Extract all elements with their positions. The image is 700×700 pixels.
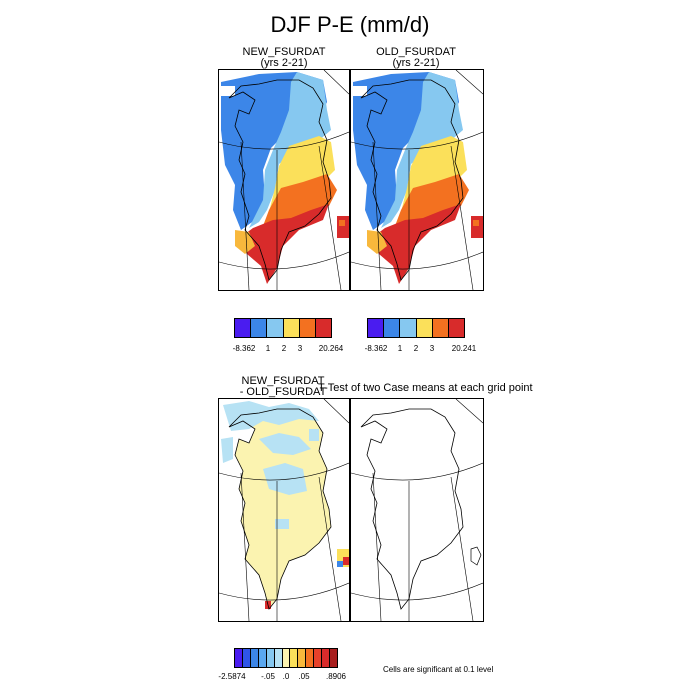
figure-title: DJF P-E (mm/d) [270, 12, 430, 37]
colorbar-swatch [314, 649, 323, 667]
old-panel-subtitle: (yrs 2-21) [392, 57, 440, 69]
new-panel-title: NEW_FSURDAT [242, 46, 326, 58]
old-colorbar-label: 2 [413, 344, 419, 353]
new-colorbar-swatches [234, 318, 332, 338]
colorbar-swatch [315, 319, 332, 337]
colorbar-swatch [432, 319, 449, 337]
new-colorbar-label: 1 [265, 344, 271, 353]
old-panel-title-block: OLD_FSURDAT (yrs 2-21) [350, 47, 482, 69]
colorbar-swatch [235, 649, 243, 667]
new-colorbar-label: 3 [297, 344, 303, 353]
colorbar-swatch [235, 319, 252, 337]
old-panel-title: OLD_FSURDAT [376, 46, 456, 58]
colorbar-swatch [368, 319, 385, 337]
colorbar-swatch [283, 319, 300, 337]
new-panel-title-block: NEW_FSURDAT (yrs 2-21) [218, 47, 350, 69]
ttest-panel-title: T-Test of two Case means at each grid po… [318, 382, 533, 394]
colorbar-swatch [416, 319, 433, 337]
colorbar-swatch [251, 319, 268, 337]
diff-colorbar [234, 648, 338, 668]
colorbar-swatch [400, 319, 417, 337]
new-colorbar-label: -8.362 [232, 344, 256, 353]
diff-colorbar-label: .05 [298, 672, 310, 681]
new-colorbar [234, 318, 332, 338]
old-fsurdat-map [350, 69, 484, 291]
colorbar-swatch [266, 649, 275, 667]
diff-panel-title-block: NEW_FSURDAT - OLD_FSURDAT [218, 376, 348, 398]
colorbar-swatch [299, 319, 316, 337]
colorbar-swatch [298, 649, 307, 667]
colorbar-swatch [384, 319, 401, 337]
colorbar-swatch [282, 649, 291, 667]
difference-map [218, 398, 350, 622]
diff-colorbar-label: .8906 [325, 672, 347, 681]
diff-panel-title-line1: NEW_FSURDAT [241, 375, 325, 387]
new-panel-subtitle: (yrs 2-21) [260, 57, 308, 69]
colorbar-swatch [258, 649, 267, 667]
diff-panel-title-line2: - OLD_FSURDAT [239, 386, 327, 398]
old-colorbar-label: 1 [397, 344, 403, 353]
new-colorbar-label: 2 [281, 344, 287, 353]
colorbar-swatch [242, 649, 251, 667]
diff-colorbar-label: -2.5874 [218, 672, 246, 681]
significance-map [350, 398, 484, 622]
colorbar-swatch [267, 319, 284, 337]
colorbar-swatch [322, 649, 331, 667]
colorbar-swatch [250, 649, 259, 667]
new-colorbar-label: 20.264 [318, 344, 344, 353]
colorbar-swatch [274, 649, 283, 667]
significance-note: Cells are significant at 0.1 level [383, 665, 494, 674]
diff-colorbar-label: .0 [282, 672, 290, 681]
colorbar-swatch [290, 649, 299, 667]
colorbar-swatch [448, 319, 465, 337]
old-colorbar-label: 3 [429, 344, 435, 353]
old-colorbar-swatches [367, 318, 465, 338]
diff-colorbar-swatches [234, 648, 338, 668]
old-colorbar-label: -8.362 [364, 344, 388, 353]
diff-colorbar-label: -.05 [261, 672, 275, 681]
old-colorbar [367, 318, 465, 338]
old-colorbar-label: 20.241 [451, 344, 477, 353]
colorbar-swatch [330, 649, 337, 667]
new-fsurdat-map [218, 69, 350, 291]
colorbar-swatch [306, 649, 315, 667]
